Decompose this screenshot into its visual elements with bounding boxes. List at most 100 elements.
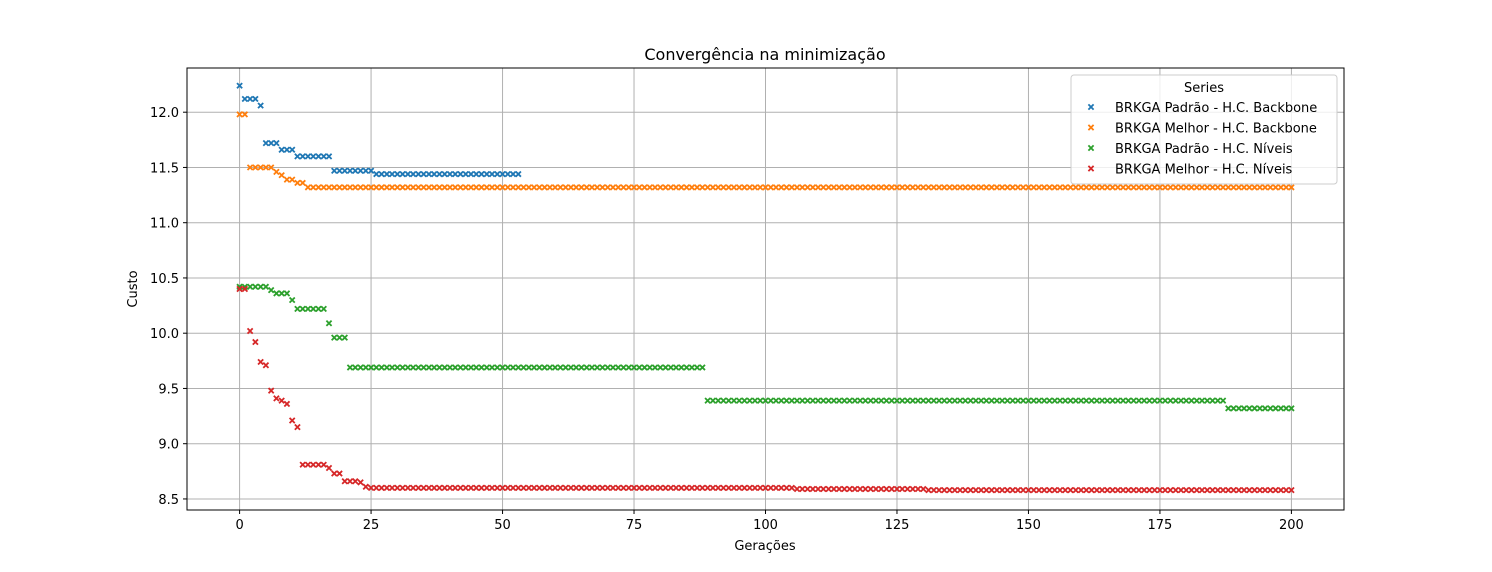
data-point [998, 184, 1006, 191]
data-point [714, 397, 722, 404]
data-point [1104, 184, 1111, 191]
data-point [862, 397, 869, 404]
data-point [667, 484, 675, 492]
data-point [394, 364, 401, 371]
data-point [762, 484, 769, 492]
data-point [983, 397, 990, 404]
data-point [515, 184, 522, 191]
data-point [320, 305, 327, 313]
data-point [473, 364, 480, 371]
data-point [1204, 397, 1211, 404]
data-point [288, 146, 296, 154]
data-point [914, 397, 922, 404]
data-point [399, 364, 406, 371]
data-point [1261, 486, 1269, 494]
data-point [593, 484, 601, 492]
data-point [1161, 486, 1169, 494]
data-point [835, 397, 843, 404]
y-tick-label: 8.5 [158, 493, 179, 508]
data-point [288, 417, 296, 424]
data-point [478, 184, 485, 191]
data-point [252, 95, 259, 103]
data-point [704, 484, 711, 492]
data-point [941, 397, 948, 404]
data-point [409, 364, 417, 371]
data-point [767, 184, 774, 191]
data-point [977, 184, 985, 191]
data-point [383, 364, 391, 371]
data-point [536, 184, 543, 191]
legend: Series BRKGA Padrão - H.C. BackboneBRKGA… [1070, 74, 1338, 185]
data-point [909, 397, 916, 404]
data-point [751, 184, 759, 191]
data-point [278, 397, 285, 404]
data-point [451, 184, 459, 191]
data-point [1125, 486, 1132, 494]
data-point [451, 364, 459, 371]
data-point [1088, 486, 1095, 494]
legend-marker-icon [1087, 103, 1095, 111]
data-point [451, 484, 459, 492]
data-point [394, 170, 401, 178]
data-point [646, 484, 654, 492]
data-point [983, 486, 990, 494]
data-point [504, 484, 512, 492]
data-point [525, 184, 533, 191]
data-point [662, 364, 669, 371]
data-point [451, 170, 459, 178]
data-point [835, 184, 843, 191]
data-point [467, 484, 475, 492]
data-point [699, 184, 706, 191]
data-point [814, 485, 822, 493]
data-point [583, 184, 590, 191]
data-point [993, 486, 1001, 494]
data-point [841, 397, 848, 404]
data-point [830, 485, 838, 493]
data-point [409, 184, 417, 191]
data-point [267, 164, 275, 171]
data-point [888, 397, 895, 404]
data-point [704, 397, 711, 404]
data-point [778, 184, 785, 191]
data-point [557, 364, 564, 371]
data-point [1156, 397, 1164, 404]
data-point [846, 397, 853, 404]
x-tick-label: 0 [235, 518, 243, 533]
data-point [357, 167, 364, 175]
data-point [457, 364, 464, 371]
data-point [399, 184, 406, 191]
data-point [625, 484, 633, 492]
x-tick-label: 75 [626, 518, 643, 533]
data-point [1204, 184, 1211, 191]
data-point [1077, 184, 1085, 191]
data-point [273, 290, 280, 297]
data-point [888, 184, 895, 191]
series-4-points [236, 285, 1295, 494]
data-point [273, 139, 280, 147]
data-point [1035, 397, 1043, 404]
data-point [551, 364, 559, 371]
series-2-points [236, 111, 1295, 191]
data-point [757, 484, 764, 492]
data-point [394, 184, 401, 191]
data-point [283, 176, 291, 183]
series-1-points [236, 82, 522, 178]
data-point [415, 364, 422, 371]
data-point [615, 484, 622, 492]
data-point [367, 184, 375, 191]
data-point [278, 146, 285, 154]
data-point [288, 296, 296, 304]
data-point [415, 484, 422, 492]
data-point [446, 184, 454, 191]
data-point [1146, 486, 1153, 494]
data-point [867, 397, 874, 404]
legend-marker-icon [1087, 144, 1095, 152]
data-point [593, 364, 601, 371]
data-point [646, 184, 654, 191]
data-point [693, 364, 701, 371]
data-point [1093, 486, 1101, 494]
data-point [909, 485, 916, 493]
data-point [930, 397, 938, 404]
data-point [483, 184, 491, 191]
